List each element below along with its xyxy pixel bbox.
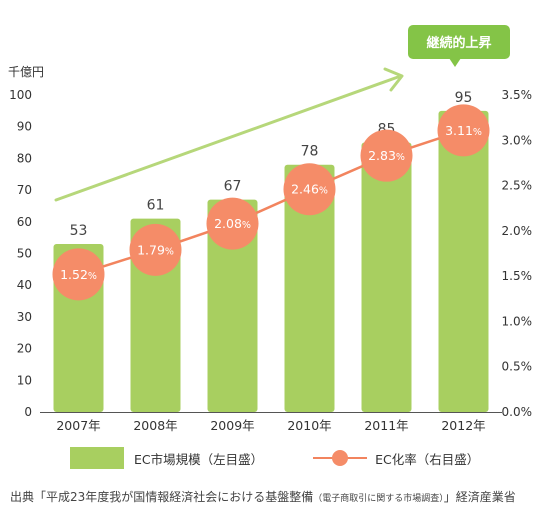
rate-point	[129, 223, 182, 276]
annotation-badge-pointer	[449, 58, 461, 67]
rate-line-series: 1.52% 1.79% 2.08% 2.46% 2.83% 3.11%	[52, 104, 490, 301]
right-tick-label: 2.0%	[502, 224, 533, 238]
right-tick-label: 3.0%	[502, 133, 533, 147]
bar	[361, 142, 412, 413]
left-tick-label: 10	[17, 373, 32, 387]
category-axis: 2007年 2008年 2009年 2010年 2011年 2012年	[40, 412, 502, 433]
rate-value-label: 1.79%	[137, 242, 174, 257]
legend-line-swatch	[313, 447, 368, 469]
source-suffix: 」経済産業省	[443, 490, 516, 504]
legend-bar-swatch	[70, 447, 124, 469]
right-axis: 0.0% 0.5% 1.0% 1.5% 2.0% 2.5% 3.0% 3.5%	[502, 88, 533, 419]
left-tick-label: 70	[17, 183, 32, 197]
legend: EC市場規模（左目盛） EC化率（右目盛）	[70, 447, 479, 469]
left-tick-label: 30	[17, 310, 32, 324]
bar-value-label: 78	[301, 144, 319, 160]
trend-arrow-head	[383, 67, 404, 92]
trend-arrow-shaft	[54, 75, 400, 202]
right-tick-label: 3.5%	[502, 88, 533, 102]
left-tick-label: 60	[17, 215, 32, 229]
left-tick-label: 20	[17, 342, 32, 356]
right-tick-label: 0.5%	[502, 360, 533, 374]
bar-value-label: 95	[455, 90, 473, 106]
rate-point	[437, 104, 490, 157]
left-tick-label: 100	[9, 88, 32, 102]
bar	[438, 110, 489, 412]
left-tick-label: 50	[17, 247, 32, 261]
right-tick-label: 1.5%	[502, 269, 533, 283]
category-label: 2010年	[287, 418, 331, 433]
annotation-badge-box	[408, 25, 510, 59]
rate-value-label: 1.52%	[60, 267, 97, 282]
bar	[207, 199, 258, 412]
category-label: 2009年	[210, 418, 254, 433]
bar-value-label: 67	[224, 179, 242, 195]
rate-point	[283, 163, 336, 216]
legend-line-label: EC化率（右目盛）	[375, 451, 480, 467]
left-tick-label: 0	[24, 405, 32, 419]
category-label: 2012年	[441, 418, 485, 433]
legend-bar-label: EC市場規模（左目盛）	[134, 451, 264, 467]
source-note: 出典「平成23年度我が国情報経済社会における基盤整備（電子商取引に関する市場調査…	[10, 488, 516, 505]
category-label: 2008年	[133, 418, 177, 433]
right-tick-label: 2.5%	[502, 179, 533, 193]
legend-item-bar: EC市場規模（左目盛）	[70, 447, 263, 469]
ec-market-chart: 0 10 20 30 40 50 60 70 80 90 100 0.0% 0.5% 1.0% 1.5% 2…	[8, 25, 533, 433]
bar	[284, 164, 335, 412]
left-tick-label: 80	[17, 151, 32, 165]
rate-value-label: 2.08%	[214, 216, 251, 231]
category-label: 2011年	[364, 418, 408, 433]
source-prefix: 出典「平成23年度我が国情報経済社会における基盤整備	[10, 490, 314, 504]
rate-value-label: 2.83%	[368, 148, 405, 163]
category-label: 2007年	[56, 418, 100, 433]
rate-value-label: 2.46%	[291, 182, 328, 197]
bar-value-label: 53	[70, 223, 88, 239]
rate-point	[360, 129, 413, 182]
rate-point	[206, 197, 259, 250]
source-detail: （電子商取引に関する市場調査）	[313, 494, 444, 504]
rate-value-label: 3.11%	[445, 123, 482, 138]
rate-point	[52, 248, 105, 301]
left-tick-label: 40	[17, 278, 32, 292]
right-tick-label: 1.0%	[502, 314, 533, 328]
bar-value-label: 61	[147, 198, 165, 214]
trend-arrow	[54, 67, 404, 202]
legend-item-line: EC化率（右目盛）	[313, 447, 479, 469]
left-axis: 0 10 20 30 40 50 60 70 80 90 100	[9, 88, 32, 419]
annotation-text: 継続的上昇	[426, 35, 491, 51]
right-tick-label: 0.0%	[502, 405, 533, 419]
left-axis-unit: 千億円	[8, 65, 44, 79]
annotation-badge: 継続的上昇	[408, 25, 510, 67]
left-tick-label: 90	[17, 120, 32, 134]
